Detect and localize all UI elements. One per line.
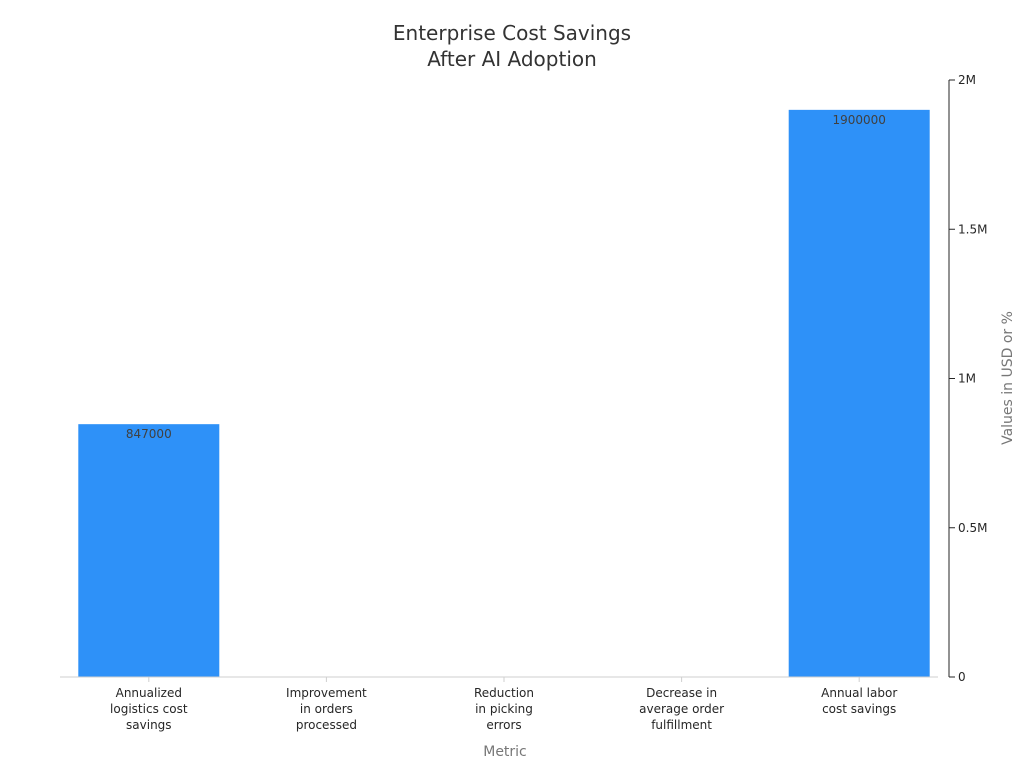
bars-group: 847000 1900000	[78, 109, 930, 678]
y-tick-label: 1.5M	[958, 222, 987, 236]
y-tick-label: 1M	[958, 372, 976, 386]
y-tick-label: 2M	[958, 73, 976, 87]
x-tick-label: Improvement in orders processed	[286, 686, 367, 732]
chart-title-line-2: After AI Adoption	[427, 47, 597, 71]
x-axis: Annualized logistics cost savings Improveme…	[60, 676, 938, 732]
bar-value-label: 1900000	[832, 113, 885, 127]
x-tick-label: Annual labor cost savings	[821, 686, 897, 716]
x-axis-title: Metric	[483, 744, 527, 760]
y-axis-title: Values in USD or %	[1000, 311, 1016, 445]
x-tick-label: Annualized logistics cost savings	[110, 686, 188, 732]
chart-title-line-1: Enterprise Cost Savings	[393, 21, 631, 45]
bar	[788, 109, 930, 678]
y-tick-label: 0.5M	[958, 521, 987, 535]
y-axis: 0 0.5M 1M 1.5M 2M	[948, 73, 987, 684]
bar-value-label: 847000	[126, 427, 172, 441]
x-tick-label: Reduction in picking errors	[474, 686, 534, 732]
bar	[78, 424, 220, 677]
x-tick-label: Decrease in average order fulfillment	[639, 686, 724, 732]
y-tick-label: 0	[958, 670, 966, 684]
